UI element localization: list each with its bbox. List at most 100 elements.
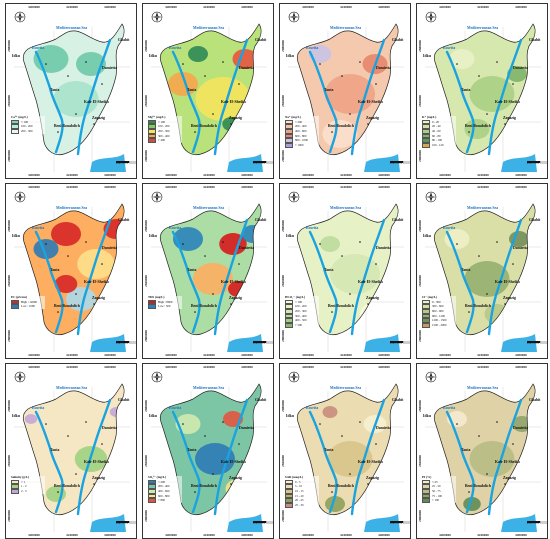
easting-tick-label: 4280000 bbox=[378, 173, 390, 177]
legend-color-swatch bbox=[285, 479, 293, 485]
northing-tick-label: 2800000 bbox=[281, 330, 285, 342]
legend-color-swatch bbox=[422, 299, 430, 305]
place-label-kafr: Kafr El-Sheikh bbox=[358, 100, 383, 104]
legend-class-row: 2 - 3 bbox=[11, 489, 45, 494]
value-zone bbox=[360, 302, 390, 326]
easting-tick-label: 4200000 bbox=[439, 5, 451, 9]
easting-tick-label: 4240000 bbox=[203, 533, 215, 537]
legend-color-swatch bbox=[285, 484, 293, 489]
easting-tick-label: 4280000 bbox=[104, 533, 116, 537]
place-label-kafr: Kafr El-Sheikh bbox=[221, 280, 246, 284]
place-label-sea: Mediterranean Sea bbox=[330, 26, 362, 30]
place-label-damietta: Damietta bbox=[102, 426, 117, 430]
damietta-branch-river bbox=[76, 218, 112, 336]
legend-class-row: < 200 bbox=[148, 479, 182, 485]
north-arrow-icon bbox=[151, 191, 163, 203]
place-label-north_town: Idku bbox=[12, 414, 20, 418]
easting-tick-label: 4240000 bbox=[477, 533, 489, 537]
rosetta-branch-river bbox=[34, 410, 64, 514]
north-arrow-icon bbox=[14, 191, 26, 203]
northing-tick-label: 2800000 bbox=[144, 510, 148, 522]
groundwater-well-point bbox=[212, 473, 214, 475]
place-label-north_town: Idku bbox=[149, 414, 157, 418]
groundwater-well-point bbox=[375, 83, 377, 85]
map-legend: PI (%) < 25 25 - 50 50 - 75 75 - 100 > 100 bbox=[422, 475, 456, 504]
delta-boundary bbox=[22, 23, 125, 156]
delta-map bbox=[151, 372, 267, 532]
legend-color-swatch bbox=[11, 119, 19, 125]
legend-class-row: < 100 bbox=[148, 119, 182, 125]
easting-tick-label: 4280000 bbox=[104, 353, 116, 357]
place-label-sea: Mediterranean Sea bbox=[330, 206, 362, 210]
legend-class-label: 300 - 400 bbox=[295, 313, 307, 318]
delta-boundary bbox=[22, 383, 125, 516]
groundwater-well-point bbox=[468, 311, 470, 313]
place-label-east: Ghabit bbox=[118, 398, 130, 402]
legend-class-row: 100 - 200 bbox=[148, 124, 182, 129]
northing-tick-label: 2800000 bbox=[418, 330, 422, 342]
legend-class-row: < 25 bbox=[422, 479, 456, 485]
canal-water bbox=[501, 334, 537, 352]
map-legend: SO₄²⁻ (mg/L) < 200 200 - 400 400 - 600 600 -… bbox=[148, 475, 182, 504]
place-label-north_town: Idku bbox=[423, 234, 431, 238]
map-panel-7: 4200000 4200000 4240000 4240000 4280000 42800… bbox=[279, 183, 411, 359]
legend-class-row: 200 - 400 bbox=[148, 484, 182, 489]
sea-area bbox=[288, 372, 404, 402]
easting-tick-label: 4280000 bbox=[241, 173, 253, 177]
canal-water bbox=[501, 154, 537, 172]
rosetta-branch-river bbox=[308, 50, 338, 154]
northing-tick-label: 2880000 bbox=[418, 400, 422, 412]
easting-tick-label: 4240000 bbox=[203, 5, 215, 9]
legend-class-label: 400 - 600 bbox=[295, 129, 307, 134]
groundwater-well-point bbox=[93, 123, 95, 125]
legend-class-row: 10 - 15 bbox=[285, 489, 319, 494]
easting-tick-label: 4240000 bbox=[66, 365, 78, 369]
groundwater-well-point bbox=[182, 423, 184, 425]
legend-class-label: 400 - 600 bbox=[158, 489, 170, 494]
legend-class-label: < 100 bbox=[21, 119, 28, 124]
easting-tick-label: 4280000 bbox=[241, 365, 253, 369]
place-label-kafr: Kafr El-Sheikh bbox=[84, 100, 109, 104]
value-zone bbox=[330, 254, 380, 294]
easting-tick-label: 4240000 bbox=[477, 365, 489, 369]
legend-class-row: 25 - 50 bbox=[422, 484, 456, 489]
place-label-tanta: Tanta bbox=[187, 268, 197, 272]
place-label-sea_ar: Rosetta bbox=[169, 46, 182, 50]
legend-color-swatch bbox=[285, 129, 293, 134]
easting-tick-label: 4280000 bbox=[515, 353, 527, 357]
delta-boundary bbox=[433, 23, 536, 156]
northing-tick-label: 2840000 bbox=[418, 455, 422, 467]
groundwater-well-point bbox=[504, 123, 506, 125]
damietta-branch-river bbox=[213, 38, 249, 156]
north-arrow-icon bbox=[288, 191, 300, 203]
groundwater-well-point bbox=[319, 423, 321, 425]
easting-tick-label: 4240000 bbox=[66, 173, 78, 177]
legend-class-label: 40 - 60 bbox=[432, 129, 441, 134]
groundwater-well-point bbox=[75, 473, 77, 475]
scale-bar: 0 4.75 1.5 bbox=[527, 521, 547, 525]
legend-color-swatch bbox=[148, 493, 156, 499]
place-label-beni: Beni Bouabdich bbox=[54, 484, 80, 488]
delta-map bbox=[151, 12, 267, 172]
place-label-kafr: Kafr El-Sheikh bbox=[358, 460, 383, 464]
legend-class-row: 1 - 2 bbox=[11, 484, 45, 489]
place-label-sea_ar: Rosetta bbox=[32, 406, 45, 410]
groundwater-well-point bbox=[367, 483, 369, 485]
delta-map bbox=[14, 192, 130, 352]
sea-area bbox=[425, 372, 541, 402]
legend-class-row: 400 - 500 bbox=[285, 318, 319, 324]
place-label-sea_ar: Rosetta bbox=[443, 226, 456, 230]
place-label-beni: Beni Bouabdich bbox=[465, 124, 491, 128]
legend-class-label: 1500 - 2000 bbox=[432, 323, 447, 328]
place-label-zag: Zagazig bbox=[92, 116, 105, 120]
groundwater-well-point bbox=[504, 303, 506, 305]
scale-bar: 0 4.75 1.5 bbox=[390, 521, 410, 525]
place-label-beni: Beni Bouabdich bbox=[54, 124, 80, 128]
legend-class-label: > 400 bbox=[158, 138, 165, 143]
legend-class-label: < 200 bbox=[158, 479, 165, 484]
legend-class-label: Low : 500 bbox=[158, 304, 171, 309]
scale-bar: 0 4.75 1.5 bbox=[116, 521, 136, 525]
value-zone bbox=[464, 261, 510, 297]
value-zone bbox=[327, 441, 373, 477]
groundwater-well-point bbox=[67, 255, 69, 257]
